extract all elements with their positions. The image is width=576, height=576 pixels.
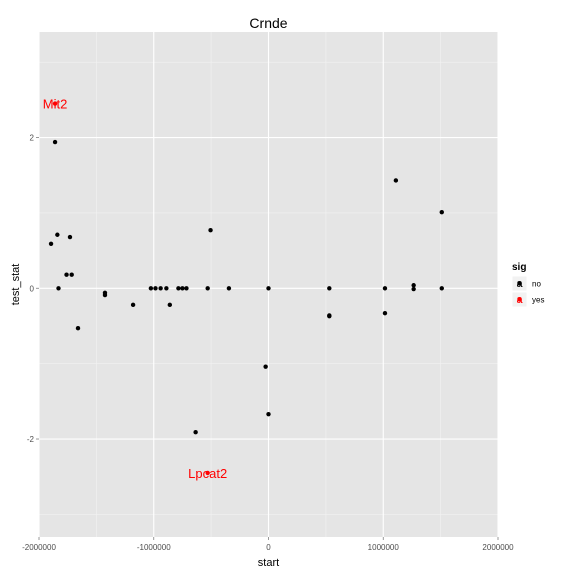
legend-key-point (517, 281, 522, 286)
data-point-no (266, 411, 271, 417)
data-point-no (439, 286, 444, 291)
data-point-no (130, 302, 136, 308)
data-point-no (180, 286, 185, 291)
point-labels: Mit2 Lpcat2 (43, 97, 227, 481)
point-label: Mit2 (43, 97, 68, 112)
x-axis-ticks: -2000000 -1000000 0 1000000 2000000 (22, 537, 514, 552)
data-point-no (205, 286, 210, 291)
data-point-no (158, 286, 163, 291)
data-point-no (327, 313, 332, 319)
legend: sig a noa yes (511, 262, 544, 308)
data-points (48, 101, 444, 476)
legend-entries: a noa yes (511, 275, 544, 308)
chart-title: Crnde (249, 15, 287, 31)
data-point-no (167, 302, 173, 308)
legend-label: yes (532, 296, 544, 305)
y-tick-label: 0 (30, 284, 35, 293)
data-point-no (67, 234, 73, 240)
x-tick-label: -1000000 (137, 543, 171, 552)
data-point-no (48, 241, 54, 246)
legend-title: sig (512, 262, 526, 273)
data-point-no (176, 286, 181, 291)
y-tick-label: -2 (27, 435, 35, 444)
data-point-no (208, 228, 213, 233)
data-point-no (55, 232, 60, 237)
data-point-no (148, 286, 154, 291)
y-tick-label: 2 (30, 134, 35, 143)
data-point-no (184, 286, 189, 291)
legend-key-text: a (516, 294, 523, 306)
data-point-no (263, 364, 268, 369)
y-axis-ticks: -2 0 2 (27, 134, 39, 444)
data-point-no (153, 286, 158, 291)
data-point-no (382, 310, 388, 316)
legend-label: no (532, 280, 541, 289)
legend-key-point (517, 297, 522, 302)
data-point-yes (52, 101, 58, 106)
data-point-no (411, 286, 416, 292)
data-point-no (164, 286, 169, 291)
data-point-no (52, 139, 58, 145)
point-label: Lpcat2 (188, 466, 227, 481)
data-point-no (56, 286, 61, 291)
data-point-no (382, 286, 388, 291)
data-point-no (393, 178, 399, 183)
x-tick-label: -2000000 (22, 543, 56, 552)
data-point-yes (205, 470, 210, 476)
data-point-no (64, 272, 69, 277)
data-point-no (266, 286, 271, 291)
x-tick-label: 1000000 (368, 543, 400, 552)
x-axis-label: start (258, 557, 279, 569)
data-point-no (327, 286, 332, 291)
data-point-no (411, 283, 416, 288)
data-point-no (439, 209, 444, 215)
x-tick-label: 0 (266, 543, 271, 552)
x-tick-label: 2000000 (482, 543, 514, 552)
data-point-no (226, 286, 232, 291)
data-point-no (69, 272, 74, 277)
legend-key-text: a (516, 278, 523, 290)
data-point-no (193, 430, 198, 435)
data-point-no (102, 292, 108, 298)
data-point-no (75, 326, 81, 331)
y-axis-label: test_stat (10, 264, 22, 306)
